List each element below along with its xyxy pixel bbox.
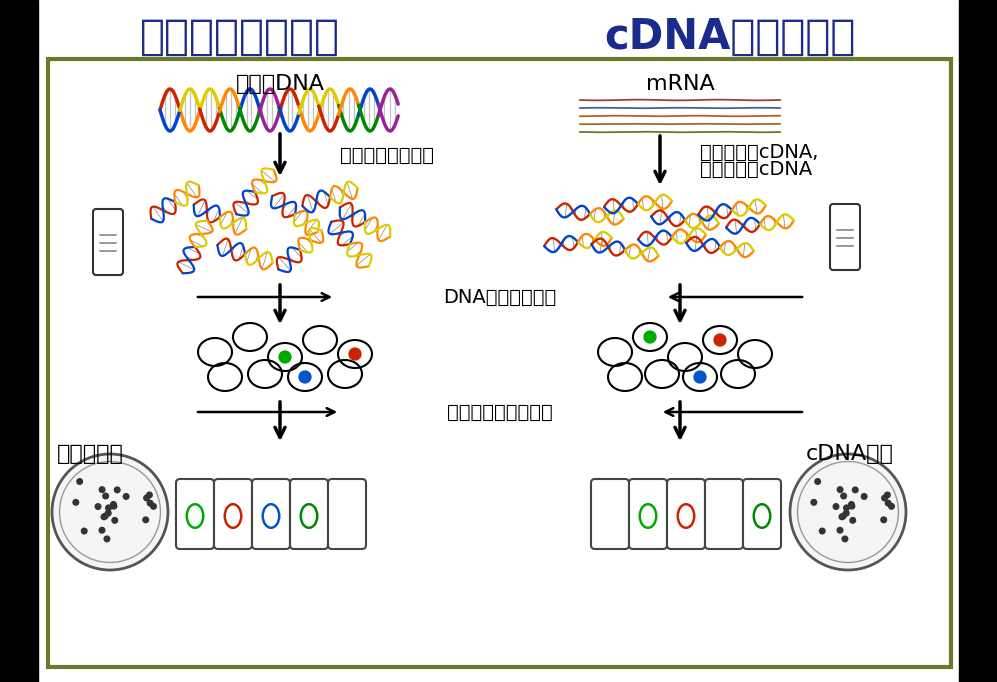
FancyBboxPatch shape bbox=[591, 479, 629, 549]
Ellipse shape bbox=[263, 504, 279, 528]
FancyBboxPatch shape bbox=[93, 209, 123, 275]
Circle shape bbox=[104, 536, 110, 542]
Text: 基因组文库的构建: 基因组文库的构建 bbox=[140, 16, 340, 58]
Circle shape bbox=[881, 517, 886, 522]
Circle shape bbox=[349, 348, 361, 360]
Circle shape bbox=[111, 503, 117, 509]
Ellipse shape bbox=[754, 504, 771, 528]
Circle shape bbox=[848, 502, 854, 507]
Text: 基因组DNA: 基因组DNA bbox=[235, 74, 324, 94]
Circle shape bbox=[839, 514, 844, 520]
FancyBboxPatch shape bbox=[176, 479, 214, 549]
Text: 再合成双链cDNA: 再合成双链cDNA bbox=[700, 160, 813, 179]
FancyBboxPatch shape bbox=[667, 479, 705, 549]
Circle shape bbox=[100, 487, 105, 492]
Circle shape bbox=[837, 527, 842, 533]
Circle shape bbox=[881, 495, 887, 501]
FancyBboxPatch shape bbox=[214, 479, 252, 549]
Text: 基因组文库: 基因组文库 bbox=[57, 444, 124, 464]
Circle shape bbox=[106, 510, 111, 516]
Circle shape bbox=[837, 487, 842, 492]
Circle shape bbox=[106, 505, 112, 511]
Circle shape bbox=[82, 529, 87, 534]
Circle shape bbox=[644, 331, 656, 343]
Ellipse shape bbox=[678, 504, 694, 528]
FancyBboxPatch shape bbox=[252, 479, 290, 549]
FancyBboxPatch shape bbox=[743, 479, 781, 549]
FancyBboxPatch shape bbox=[830, 204, 860, 270]
Circle shape bbox=[73, 499, 79, 505]
Circle shape bbox=[299, 371, 311, 383]
Text: DNA片段插入载体: DNA片段插入载体 bbox=[444, 288, 556, 306]
Circle shape bbox=[842, 536, 847, 542]
Text: cDNA文库的构建: cDNA文库的构建 bbox=[604, 16, 855, 58]
Ellipse shape bbox=[301, 504, 317, 528]
Circle shape bbox=[843, 505, 849, 511]
Circle shape bbox=[840, 493, 846, 499]
Circle shape bbox=[151, 503, 157, 509]
Circle shape bbox=[112, 518, 118, 523]
Circle shape bbox=[77, 479, 83, 484]
Circle shape bbox=[885, 501, 891, 506]
Circle shape bbox=[115, 487, 120, 492]
Circle shape bbox=[849, 503, 854, 509]
Text: 反转录合成cDNA,: 反转录合成cDNA, bbox=[700, 143, 819, 162]
Circle shape bbox=[279, 351, 291, 363]
Circle shape bbox=[790, 454, 906, 570]
Circle shape bbox=[694, 371, 706, 383]
Ellipse shape bbox=[224, 504, 241, 528]
Text: mRNA: mRNA bbox=[646, 74, 715, 94]
Ellipse shape bbox=[640, 504, 656, 528]
Circle shape bbox=[833, 504, 838, 509]
Bar bbox=[0, 0, 38, 682]
Circle shape bbox=[103, 493, 109, 499]
Circle shape bbox=[714, 334, 726, 346]
Circle shape bbox=[811, 499, 817, 505]
Bar bbox=[959, 0, 997, 682]
Circle shape bbox=[840, 514, 846, 519]
Text: 限制性内切酶裂解: 限制性内切酶裂解 bbox=[340, 145, 434, 164]
Circle shape bbox=[143, 517, 149, 522]
FancyBboxPatch shape bbox=[705, 479, 743, 549]
Circle shape bbox=[888, 503, 894, 509]
Circle shape bbox=[852, 487, 858, 492]
Circle shape bbox=[124, 494, 129, 499]
FancyBboxPatch shape bbox=[290, 479, 328, 549]
Circle shape bbox=[52, 454, 168, 570]
Circle shape bbox=[144, 495, 150, 501]
Circle shape bbox=[850, 518, 855, 523]
Ellipse shape bbox=[186, 504, 203, 528]
FancyBboxPatch shape bbox=[328, 479, 366, 549]
Circle shape bbox=[815, 479, 821, 484]
FancyBboxPatch shape bbox=[48, 59, 951, 667]
Circle shape bbox=[95, 504, 101, 509]
Circle shape bbox=[101, 514, 107, 520]
Circle shape bbox=[111, 502, 117, 507]
Circle shape bbox=[147, 492, 153, 498]
Circle shape bbox=[843, 510, 849, 516]
Circle shape bbox=[820, 529, 825, 534]
Circle shape bbox=[148, 501, 153, 506]
Circle shape bbox=[103, 514, 108, 519]
Circle shape bbox=[100, 527, 105, 533]
Circle shape bbox=[861, 494, 867, 499]
Text: cDNA文库: cDNA文库 bbox=[806, 444, 894, 464]
Circle shape bbox=[884, 492, 890, 498]
FancyBboxPatch shape bbox=[629, 479, 667, 549]
Text: 重组载体感染宿主菌: 重组载体感染宿主菌 bbox=[447, 402, 553, 421]
